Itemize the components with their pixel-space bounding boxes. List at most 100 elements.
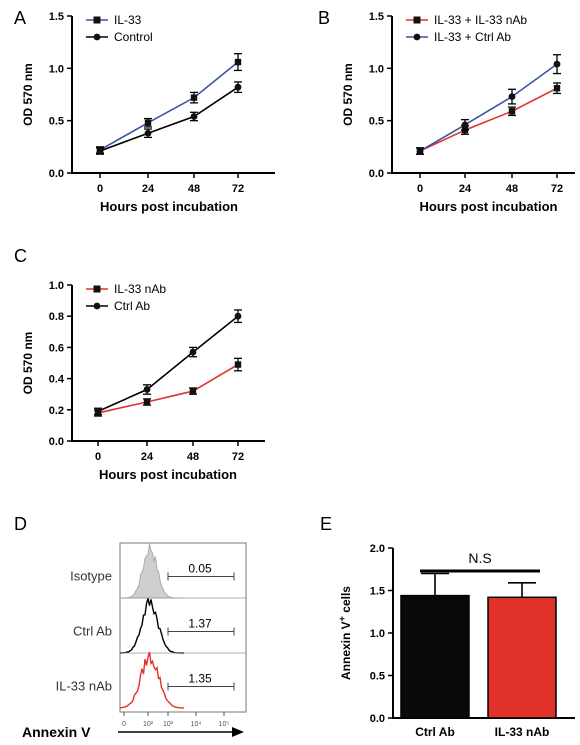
data-point-c <box>189 348 197 356</box>
data-point-b <box>553 60 561 68</box>
panel-label-d: D <box>14 514 27 534</box>
data-point-c <box>189 387 197 395</box>
data-point-a <box>144 119 152 126</box>
y-tick-label-a: 0.5 <box>49 116 64 128</box>
y-tick-label-e: 1.5 <box>370 586 385 598</box>
histogram-tick-label: 10³ <box>163 721 174 728</box>
histogram-frame <box>119 542 247 713</box>
x-axis-label-b: Hours post incubation <box>420 199 558 214</box>
y-axis-label-e: Annexin V+ cells <box>337 586 353 680</box>
series-line-b-1 <box>419 63 558 152</box>
bar-category-label-1: IL-33 nAb <box>495 725 550 739</box>
legend-label-a: IL-33 <box>114 13 142 27</box>
y-tick-label-e: 0.0 <box>370 713 385 725</box>
bar-1 <box>487 596 557 719</box>
panel-label-b: B <box>318 8 330 28</box>
y-tick-label-e: 1.0 <box>370 628 385 640</box>
y-axis-label-e-main: Annexin V <box>339 621 353 680</box>
y-tick-label-c: 0.4 <box>49 374 65 386</box>
histogram-curve-isotype <box>119 543 184 599</box>
histogram-tick-label: 10⁵ <box>219 721 230 728</box>
panel-label-c: C <box>14 246 27 266</box>
y-axis-label-c: OD 570 nm <box>21 332 35 395</box>
y-axis-label-a: OD 570 nm <box>21 63 35 126</box>
histogram-row-label: Ctrl Ab <box>73 624 112 639</box>
x-tick-label-c: 24 <box>141 451 154 463</box>
y-tick-label-c: 0.6 <box>49 342 64 354</box>
legend-marker-c <box>93 302 101 310</box>
histogram-tick-label: 10² <box>143 721 154 728</box>
y-tick-label-a: 1.0 <box>49 63 64 75</box>
data-point-a <box>144 129 152 137</box>
y-tick-label-b: 0.5 <box>369 116 384 128</box>
x-tick-label-b: 72 <box>551 183 563 195</box>
legend-marker-a <box>93 16 101 24</box>
legend-label-b: IL-33 + IL-33 nAb <box>434 13 527 27</box>
data-point-b <box>461 121 469 129</box>
gate-percent: 1.37 <box>188 617 212 631</box>
x-axis-label-c: Hours post incubation <box>99 467 237 482</box>
x-tick-label-a: 72 <box>232 183 244 195</box>
legend-label-a: Control <box>114 30 153 44</box>
x-tick-label-b: 24 <box>459 183 472 195</box>
x-tick-label-a: 24 <box>142 183 155 195</box>
axis-arrow-head <box>232 727 244 737</box>
histogram-tick-label: 10⁴ <box>191 721 202 728</box>
data-point-c <box>143 386 151 393</box>
panel-label-e: E <box>320 514 332 534</box>
data-point-b <box>508 108 516 115</box>
series-line-a-1 <box>99 86 239 152</box>
line-chart-a: 0.0 0.5 1.0 1.5 0 24 48 72 Hours post incubation… <box>21 11 275 214</box>
legend-label-b: IL-33 + Ctrl Ab <box>434 30 511 44</box>
bar-category-label-0: Ctrl Ab <box>415 725 455 739</box>
histogram-row-label: IL-33 nAb <box>56 679 112 694</box>
data-point-c <box>234 361 242 368</box>
y-tick-label-c: 0.0 <box>49 436 64 448</box>
line-chart-b: 0.0 0.5 1.0 1.5 0 24 48 72 Hours post incubation… <box>341 11 575 214</box>
series-line-a-0 <box>99 61 239 151</box>
legend-marker-c <box>93 285 101 293</box>
histogram-curve-1 <box>119 598 184 654</box>
data-point-a <box>190 94 198 101</box>
y-tick-label-b: 1.0 <box>369 63 384 75</box>
data-point-b <box>416 147 424 155</box>
y-tick-label-b: 0.0 <box>369 168 384 180</box>
x-tick-label-c: 72 <box>232 451 244 463</box>
series-line-c-1 <box>97 315 239 413</box>
x-tick-label-c: 0 <box>95 451 101 463</box>
series-line-b-0 <box>419 87 558 152</box>
legend-label-c: Ctrl Ab <box>114 299 150 313</box>
y-axis-label-e-suffix: cells <box>339 586 353 616</box>
x-tick-label-a: 48 <box>188 183 200 195</box>
data-point-c <box>143 398 151 406</box>
x-tick-label-a: 0 <box>97 183 103 195</box>
gate-percent: 1.35 <box>188 672 212 686</box>
line-chart-c: 0.0 0.2 0.4 0.6 0.8 1.0 0 24 48 72 Hours post incu… <box>21 280 265 482</box>
histogram-curve-2 <box>119 651 185 709</box>
data-point-c <box>234 312 242 320</box>
legend-marker-b <box>413 16 421 24</box>
y-axis-label-e-sup: + <box>337 616 347 621</box>
x-tick-label-b: 0 <box>417 183 423 195</box>
panel-label-a: A <box>14 8 26 28</box>
data-point-a <box>190 113 198 120</box>
legend-marker-a <box>93 33 101 41</box>
series-line-c-0 <box>97 363 239 414</box>
legend-label-c: IL-33 nAb <box>114 282 166 296</box>
significance-label: N.S <box>468 550 491 566</box>
bar-0 <box>400 594 470 719</box>
y-tick-label-c: 1.0 <box>49 280 64 292</box>
data-point-a <box>234 58 242 66</box>
data-point-b <box>508 93 516 100</box>
bar-chart-e: 0.0 0.5 1.0 1.5 2.0 Ctrl Ab IL-33 nAb N.S Annexi… <box>337 543 575 739</box>
data-point-a <box>96 147 104 155</box>
histogram-row-label: Isotype <box>70 569 112 584</box>
y-tick-label-e: 2.0 <box>370 543 385 555</box>
y-tick-label-b: 1.5 <box>369 11 384 23</box>
y-tick-label-a: 0.0 <box>49 168 64 180</box>
x-tick-label-c: 48 <box>187 451 199 463</box>
data-point-a <box>234 83 242 91</box>
y-tick-label-e: 0.5 <box>370 671 385 683</box>
legend-marker-b <box>413 33 421 41</box>
